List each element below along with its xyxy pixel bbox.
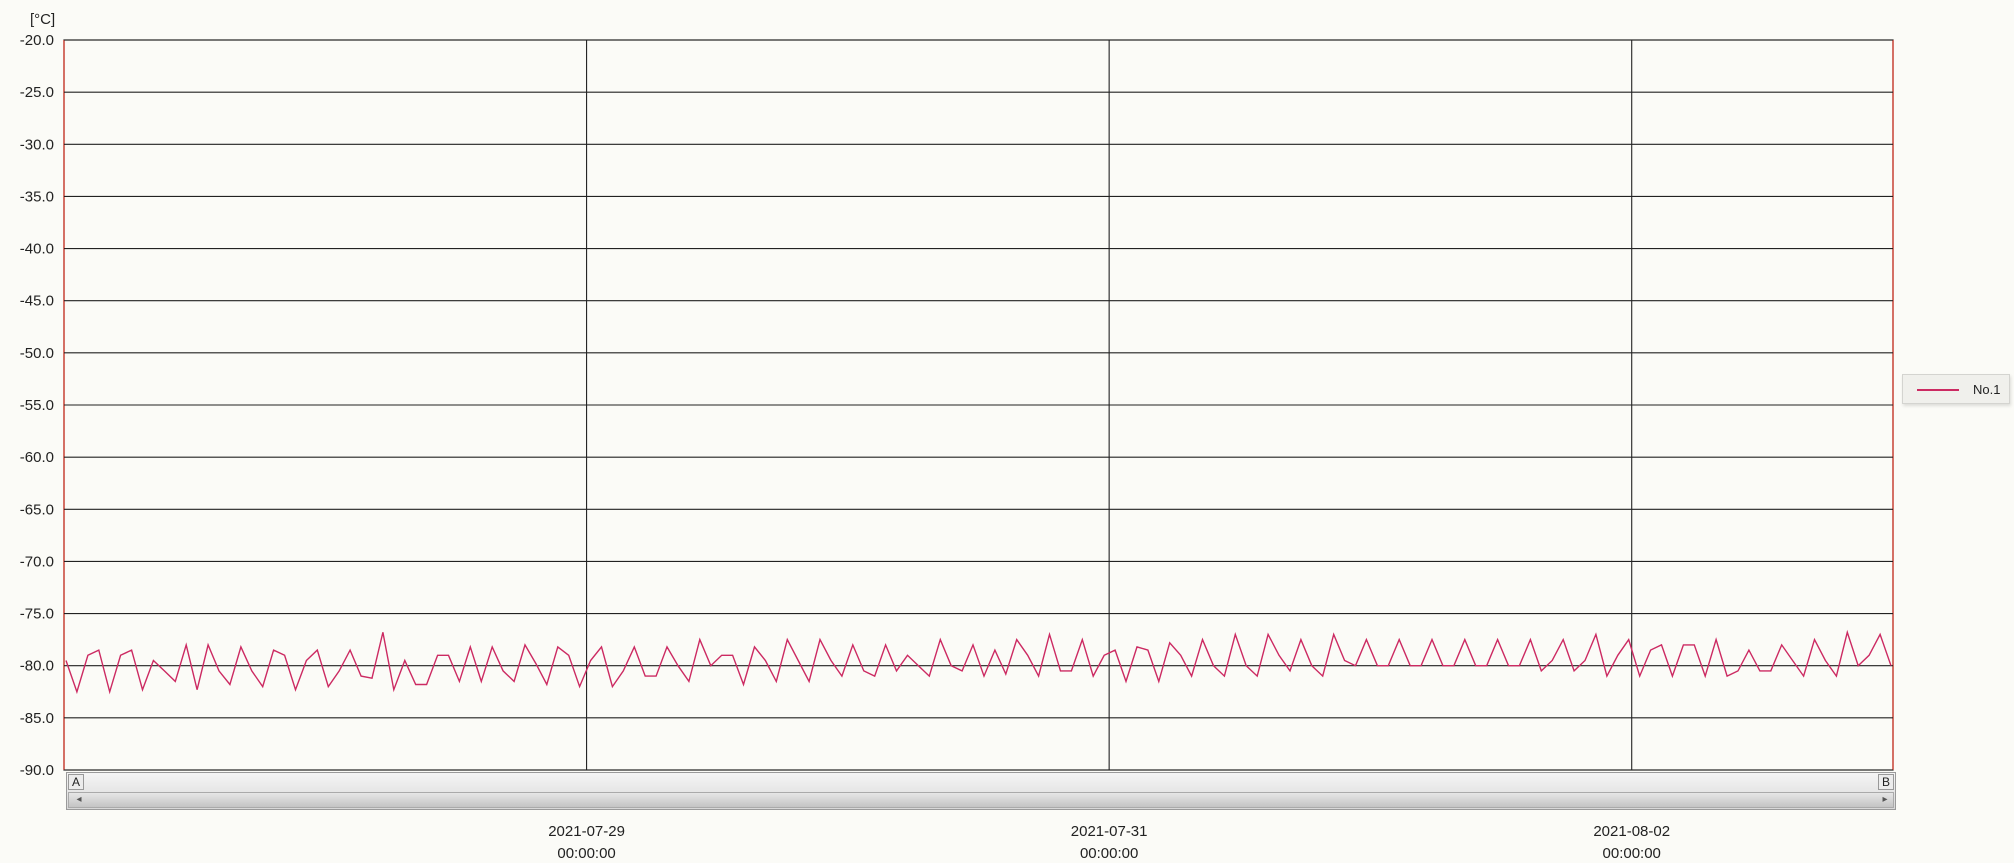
y-tick-label: -25.0 — [20, 84, 54, 101]
legend-label-no-1: No.1 — [1973, 382, 2001, 397]
y-tick-label: -55.0 — [20, 397, 54, 414]
y-tick-label: -60.0 — [20, 449, 54, 466]
y-tick-label: -80.0 — [20, 658, 54, 675]
grid — [63, 39, 1894, 771]
y-tick-label: -70.0 — [20, 553, 54, 570]
y-unit-label: [°C] — [30, 11, 55, 28]
y-tick-label: -85.0 — [20, 710, 54, 727]
horizontal-scrollbar[interactable] — [68, 792, 1894, 808]
y-tick-label: -65.0 — [20, 501, 54, 518]
scroll-left-arrow-icon[interactable]: ◂ — [76, 794, 82, 805]
series-line-no-1 — [65, 629, 1892, 695]
x-tick-time: 00:00:00 — [1603, 845, 1661, 862]
y-axis-ticks: -20.0 -25.0 -30.0 -35.0 -40.0 -45.0 -50.0 -55.0… — [20, 32, 54, 779]
y-tick-label: -75.0 — [20, 606, 54, 623]
y-tick-label: -90.0 — [20, 762, 54, 779]
x-tick-time: 00:00:00 — [1080, 845, 1138, 862]
scroll-right-arrow-icon[interactable]: ▸ — [1882, 794, 1888, 805]
legend: No.1 — [1902, 374, 2010, 404]
y-tick-label: -40.0 — [20, 241, 54, 258]
range-marker-a[interactable]: A — [68, 774, 84, 790]
y-tick-label: -35.0 — [20, 188, 54, 205]
x-tick-date: 2021-07-31 — [1071, 823, 1148, 840]
x-tick-time: 00:00:00 — [557, 845, 615, 862]
x-tick-date: 2021-07-29 — [548, 823, 625, 840]
legend-swatch-no-1 — [1917, 389, 1959, 391]
x-tick-date: 2021-08-02 — [1593, 823, 1670, 840]
x-axis-ticks: 2021-07-29 00:00:00 2021-07-31 00:00:00 2021… — [548, 823, 1670, 862]
range-marker-b[interactable]: B — [1878, 774, 1894, 790]
y-tick-label: -30.0 — [20, 136, 54, 153]
y-tick-label: -20.0 — [20, 32, 54, 49]
y-tick-label: -45.0 — [20, 293, 54, 310]
y-tick-label: -50.0 — [20, 345, 54, 362]
